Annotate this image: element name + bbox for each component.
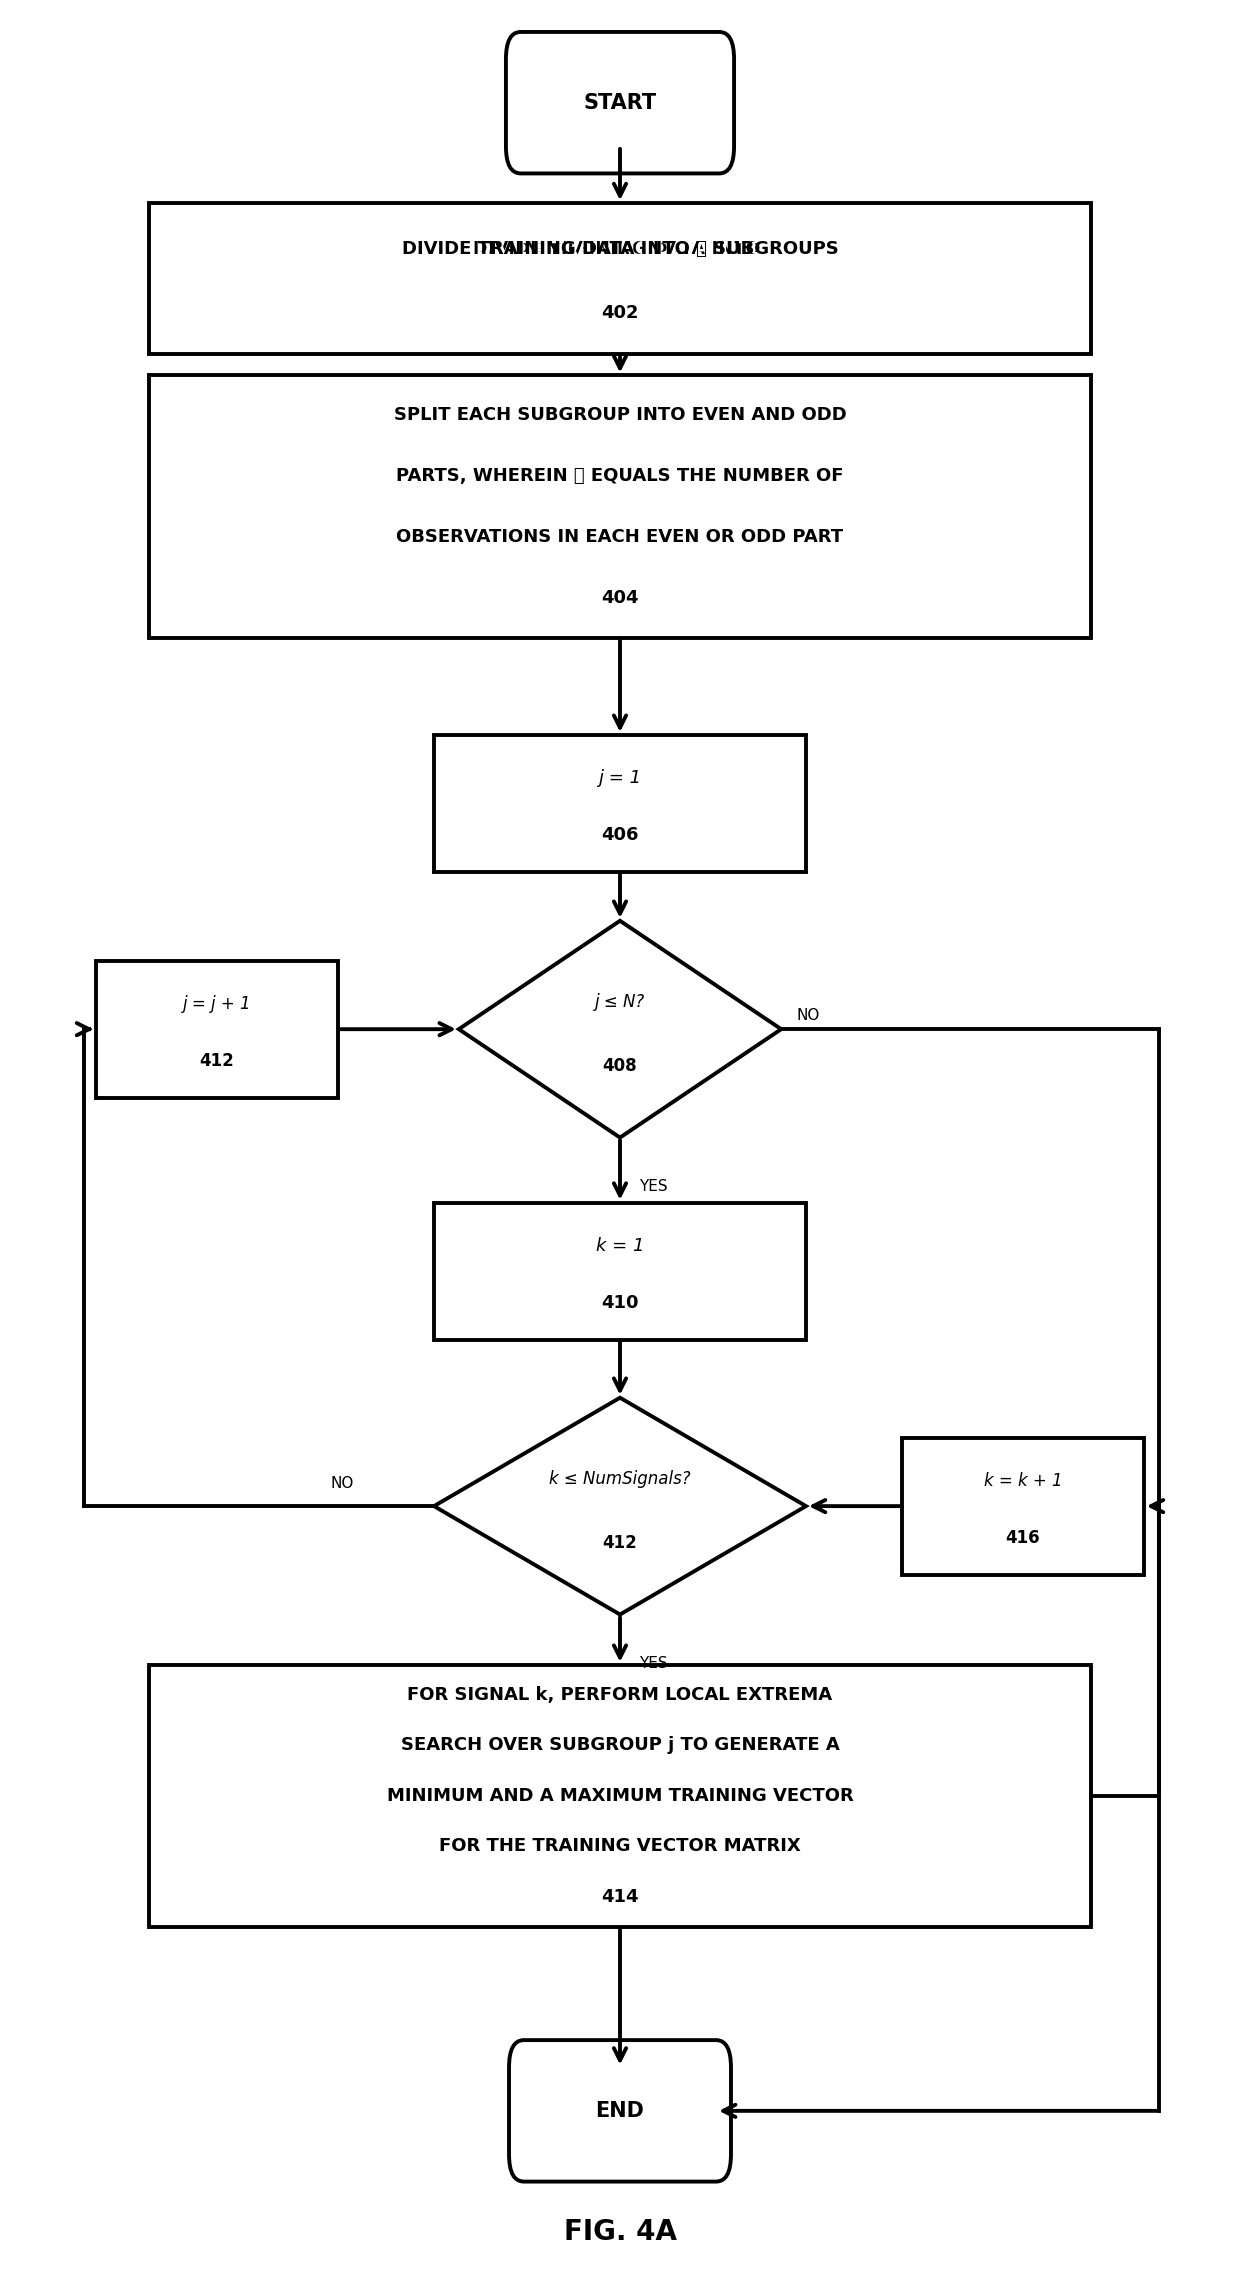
Text: 402: 402 <box>601 304 639 322</box>
Text: MINIMUM AND A MAXIMUM TRAINING VECTOR: MINIMUM AND A MAXIMUM TRAINING VECTOR <box>387 1787 853 1805</box>
Text: FOR THE TRAINING VECTOR MATRIX: FOR THE TRAINING VECTOR MATRIX <box>439 1837 801 1855</box>
Text: k ≤ NumSignals?: k ≤ NumSignals? <box>549 1470 691 1488</box>
Text: START: START <box>584 94 656 112</box>
Bar <box>149 374 1091 637</box>
Text: 406: 406 <box>601 826 639 844</box>
FancyBboxPatch shape <box>506 32 734 173</box>
FancyBboxPatch shape <box>508 2040 730 2182</box>
Bar <box>149 203 1091 354</box>
Text: DIVIDE TRAINING DATA INTO 𝑛 SUBGROUPS: DIVIDE TRAINING DATA INTO 𝑛 SUBGROUPS <box>402 240 838 258</box>
Bar <box>901 1438 1143 1575</box>
Bar <box>434 735 806 872</box>
Text: SPLIT EACH SUBGROUP INTO EVEN AND ODD: SPLIT EACH SUBGROUP INTO EVEN AND ODD <box>393 406 847 424</box>
Text: FOR SIGNAL k, PERFORM LOCAL EXTREMA: FOR SIGNAL k, PERFORM LOCAL EXTREMA <box>408 1686 832 1705</box>
Text: 404: 404 <box>601 589 639 607</box>
Text: 414: 414 <box>601 1887 639 1905</box>
Text: j = 1: j = 1 <box>599 769 641 787</box>
Text: k = k + 1: k = k + 1 <box>983 1472 1063 1490</box>
Text: NO: NO <box>330 1476 353 1490</box>
Text: 410: 410 <box>601 1294 639 1312</box>
Text: k = 1: k = 1 <box>595 1237 645 1255</box>
Text: DIVIDE TRAINING DATA INTO: DIVIDE TRAINING DATA INTO <box>476 240 764 258</box>
Text: OBSERVATIONS IN EACH EVEN OR ODD PART: OBSERVATIONS IN EACH EVEN OR ODD PART <box>397 527 843 545</box>
Bar <box>149 1666 1091 1926</box>
Text: YES: YES <box>639 1178 667 1193</box>
Text: PARTS, WHEREIN 𝐿 EQUALS THE NUMBER OF: PARTS, WHEREIN 𝐿 EQUALS THE NUMBER OF <box>397 468 843 486</box>
Text: 412: 412 <box>200 1052 234 1070</box>
Text: 416: 416 <box>1006 1529 1040 1547</box>
Text: FIG. 4A: FIG. 4A <box>563 2218 677 2245</box>
Text: SEARCH OVER SUBGROUP j TO GENERATE A: SEARCH OVER SUBGROUP j TO GENERATE A <box>401 1737 839 1755</box>
Bar <box>95 961 337 1098</box>
Text: j = j + 1: j = j + 1 <box>182 995 252 1013</box>
Text: END: END <box>595 2102 645 2120</box>
Text: j ≤ N?: j ≤ N? <box>595 993 645 1011</box>
Text: DIVIDE TRAINING DATA INTO: DIVIDE TRAINING DATA INTO <box>472 240 768 258</box>
Text: 412: 412 <box>603 1534 637 1552</box>
Text: NO: NO <box>796 1009 820 1022</box>
Polygon shape <box>459 920 781 1136</box>
Bar <box>434 1203 806 1340</box>
Text: 408: 408 <box>603 1057 637 1075</box>
Polygon shape <box>434 1397 806 1616</box>
Text: YES: YES <box>639 1654 667 1670</box>
